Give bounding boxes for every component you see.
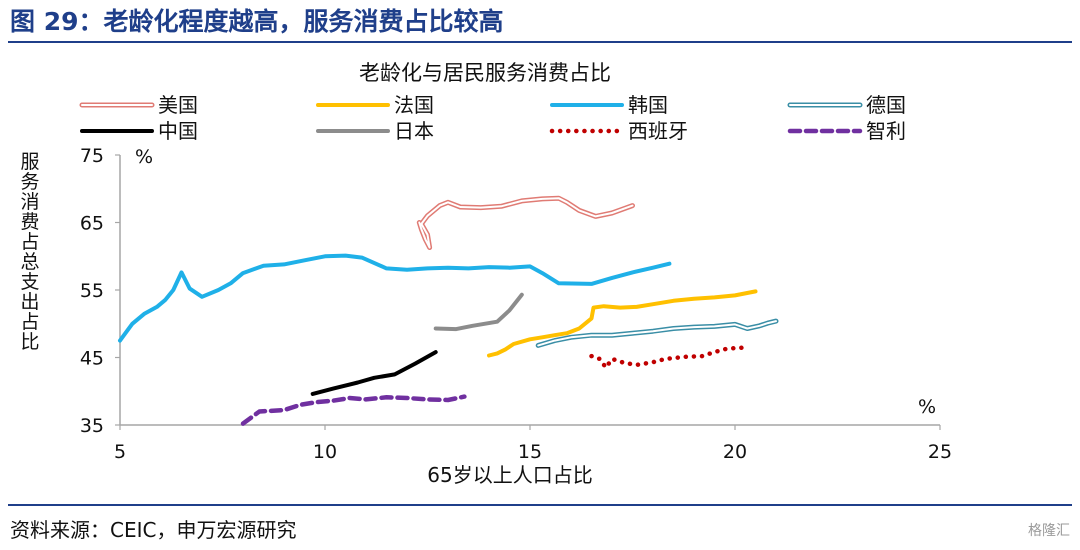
- x-axis-title: 65岁以上人口占比: [427, 463, 592, 487]
- figure-title: 图 29：老龄化程度越高，服务消费占比较高: [10, 7, 504, 36]
- series-line: [487, 289, 758, 358]
- y-tick-label: 45: [80, 348, 104, 370]
- title-rule: [8, 41, 1072, 43]
- y-axis-title-char: 服: [20, 151, 39, 173]
- legend-item: 德国: [787, 93, 906, 117]
- legend-item: 韩国: [550, 93, 668, 117]
- series-5: [310, 350, 438, 396]
- y-tick-label: 75: [80, 145, 104, 167]
- chart-title: 老龄化与居民服务消费占比: [359, 61, 611, 85]
- footer-rule: [8, 504, 1072, 506]
- series-line: [589, 345, 750, 370]
- y-axis-title-char: 占: [20, 311, 39, 333]
- series-layer: [118, 195, 779, 426]
- legend-label: 韩国: [628, 93, 668, 117]
- legend-item: 美国: [79, 93, 198, 117]
- series-line: [310, 350, 438, 396]
- x-tick-label: 5: [114, 441, 126, 463]
- source-note: 资料来源：CEIC，申万宏源研究: [10, 518, 297, 542]
- legend-item: 智利: [787, 119, 906, 143]
- x-tick-label: 10: [313, 441, 337, 463]
- series-3: [118, 253, 672, 343]
- y-tick-label: 65: [80, 213, 104, 235]
- y-axis-title-char: 出: [20, 291, 39, 313]
- legend-label: 法国: [394, 93, 434, 117]
- y-unit-label: %: [135, 146, 153, 168]
- legend-label: 西班牙: [628, 119, 688, 143]
- x-unit-label: %: [918, 396, 936, 418]
- legend-label: 智利: [866, 119, 906, 143]
- y-axis-title-char: 费: [20, 211, 39, 233]
- legend-label: 美国: [158, 93, 198, 117]
- y-tick-label: 55: [80, 280, 104, 302]
- x-tick-label: 20: [723, 441, 747, 463]
- series-1: [416, 195, 635, 250]
- y-axis-title-char: 占: [20, 231, 39, 253]
- series-line: [118, 253, 672, 343]
- y-axis-title-char: 总: [20, 251, 39, 273]
- x-tick-label: 15: [518, 441, 542, 463]
- legend-item: 西班牙: [549, 119, 688, 143]
- legend-item: 日本: [316, 119, 434, 143]
- y-tick-label: 35: [80, 415, 104, 437]
- y-axis-title-char: 务: [20, 171, 39, 193]
- y-axis-title-char: 消: [20, 191, 39, 213]
- series-line-inner: [537, 320, 777, 347]
- series-8: [240, 394, 467, 426]
- series-6: [433, 292, 524, 332]
- x-tick-label: 25: [928, 441, 952, 463]
- series-line: [433, 292, 524, 332]
- series-line-inner: [418, 197, 634, 249]
- watermark: 格隆汇: [1028, 523, 1070, 539]
- series-4: [535, 318, 779, 348]
- series-line-outer: [416, 195, 635, 250]
- legend-label: 中国: [158, 119, 198, 143]
- y-axis-title-char: 比: [20, 331, 39, 353]
- legend-item: 中国: [80, 119, 198, 143]
- series-7: [589, 345, 750, 370]
- series-2: [487, 289, 758, 358]
- legend-item: 法国: [316, 93, 434, 117]
- legend-label: 日本: [394, 119, 434, 143]
- y-axis-title-char: 支: [20, 271, 39, 293]
- series-line-outer: [535, 318, 779, 348]
- axes: 35 45 55 65 75 5 10 15 20 25: [80, 145, 952, 463]
- legend-label: 德国: [866, 93, 906, 117]
- series-line: [240, 394, 467, 426]
